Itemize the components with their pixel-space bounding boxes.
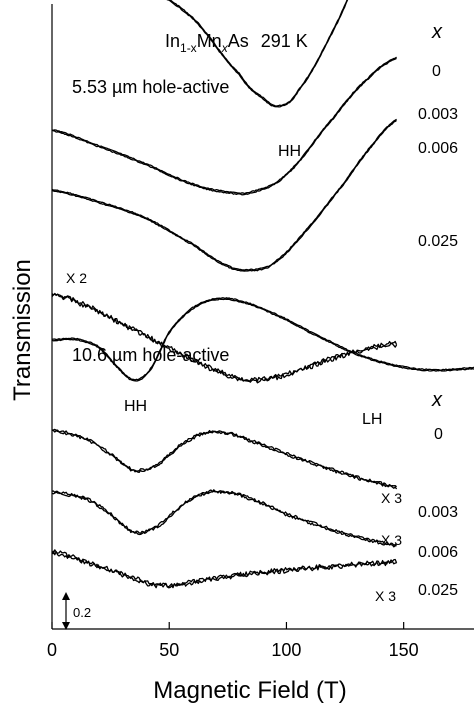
- series-label-p2-0: 0: [434, 426, 443, 443]
- panel-1-x-header: x: [431, 21, 443, 43]
- series-line-p1-x-0006-b: [51, 119, 397, 272]
- series-line-p2-x-0-a: [51, 297, 474, 381]
- series-line-p2-x-0025-b: [51, 550, 397, 589]
- series-line-p1-x-0025-a: [51, 292, 398, 383]
- x-ticks: 0 50 100 150: [47, 622, 419, 660]
- series-label-p1-0003: 0.003: [418, 106, 458, 123]
- panel-2-x-header: x: [431, 389, 443, 411]
- series-line-p2-x-0006-b: [51, 490, 397, 548]
- curves: [51, 0, 474, 589]
- scale-bar-label: 0.2: [73, 605, 91, 620]
- scale-bar: 0.2: [62, 592, 91, 630]
- panel-2-lh-label: LH: [362, 411, 382, 428]
- series-line-p2-x-0003-b: [51, 429, 398, 490]
- series-line-p2-x-0006-a: [51, 489, 397, 546]
- multiplier-p2-0003: X 3: [381, 490, 402, 506]
- series-line-p2-x-0003-a: [52, 428, 398, 488]
- series-line-p1-x-0003-a: [51, 56, 397, 195]
- multiplier-p2-0006: X 3: [381, 532, 402, 548]
- panel-2-hh-label: HH: [124, 398, 147, 415]
- series-label-p1-0025: 0.025: [418, 233, 458, 250]
- scale-bar-arrow-down: [62, 622, 70, 630]
- panel-1-hh-label: HH: [278, 143, 301, 160]
- x-tick-label: 50: [159, 640, 179, 660]
- series-line-p2-x-0-b: [51, 298, 474, 382]
- scale-bar-arrow-up: [62, 592, 70, 600]
- series-label-p2-0006: 0.006: [418, 544, 458, 561]
- series-label-p2-0003: 0.003: [418, 504, 458, 521]
- series-label-p1-0006: 0.006: [418, 140, 458, 157]
- panel-1-label: 5.53 µm hole-active: [72, 77, 229, 97]
- x-axis-label: Magnetic Field (T): [153, 677, 346, 704]
- x-tick-label: 150: [389, 640, 419, 660]
- series-line-p1-x-0006-a: [51, 118, 397, 271]
- series-label-p2-0025: 0.025: [418, 582, 458, 599]
- series-line-p1-x-0025-b: [51, 293, 398, 384]
- y-axis-label: Transmission: [9, 259, 36, 401]
- x-tick-label: 0: [47, 640, 57, 660]
- series-line-p1-x-0003-b: [51, 57, 397, 196]
- series-line-p1-x-0-b: [166, 0, 349, 108]
- panel-2-label: 10.6 µm hole-active: [72, 345, 229, 365]
- multiplier-p1-0025: X 2: [66, 270, 87, 286]
- multiplier-p2-0025: X 3: [375, 588, 396, 604]
- x-tick-label: 100: [271, 640, 301, 660]
- chart-title: In1-xMnxAs 291 K: [165, 31, 308, 55]
- series-label-p1-0: 0: [432, 63, 441, 80]
